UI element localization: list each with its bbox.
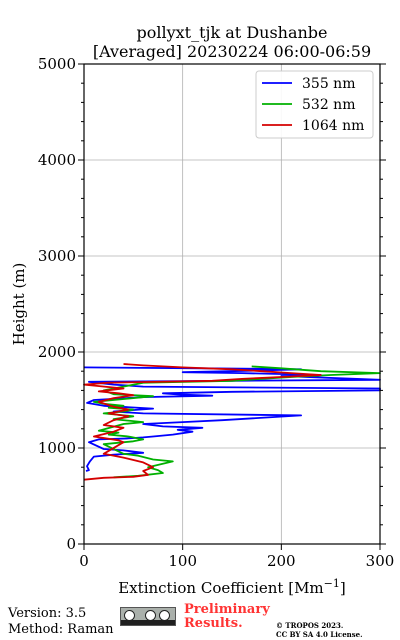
x-tick-label: 0: [79, 552, 89, 570]
y-tick-label: 5000: [38, 55, 76, 73]
y-tick-label: 3000: [38, 247, 76, 265]
license-line1: © TROPOS 2023.: [276, 621, 344, 630]
cc-by-sa-license-badge: [120, 607, 176, 626]
legend-label-1064: 1064 nm: [302, 118, 364, 134]
y-tick-label: 2000: [38, 343, 76, 361]
y-axis-label: Height (m): [10, 263, 28, 346]
series-line-532-nm: [93, 365, 381, 479]
x-axis-label: Extinction Coefficient [Mm−1]: [118, 577, 345, 597]
x-axis-label-main: Extinction Coefficient [Mm: [118, 579, 323, 597]
preliminary-line1: Preliminary: [184, 602, 270, 617]
axis-ticks: [78, 63, 386, 550]
preliminary-line2: Results.: [184, 616, 243, 631]
x-axis-label-close: ]: [340, 579, 346, 597]
chart-title-line2: [Averaged] 20230224 06:00-06:59: [93, 42, 371, 61]
legend: 355 nm 532 nm 1064 nm: [255, 70, 374, 139]
chart-title-line1: pollyxt_tjk at Dushanbe: [136, 23, 327, 42]
legend-box: [255, 70, 374, 139]
license-line2: CC BY SA 4.0 License.: [276, 630, 363, 639]
y-tick-label: 0: [66, 535, 76, 553]
x-tick-label: 200: [267, 552, 296, 570]
extinction-profile-chart: pollyxt_tjk at Dushanbe [Averaged] 20230…: [10, 23, 394, 597]
preliminary-results-notice: Preliminary Results.: [184, 603, 270, 631]
footer-info: Version: 3.5 Method: Raman: [8, 606, 114, 638]
grid-lines: [84, 64, 380, 544]
badge-strip: [121, 620, 175, 625]
x-tick-label: 300: [366, 552, 395, 570]
license-text: © TROPOS 2023. CC BY SA 4.0 License.: [276, 621, 363, 639]
y-tick-label: 1000: [38, 439, 76, 457]
plot-frame: [83, 63, 381, 545]
x-tick-labels: 0 100 200 300: [79, 552, 394, 570]
series-line-1064-nm: [83, 363, 322, 481]
version-text: Version: 3.5: [8, 606, 87, 621]
y-tick-labels: 0 1000 2000 3000 4000 5000: [38, 55, 76, 553]
legend-label-532: 532 nm: [302, 97, 355, 113]
legend-label-355: 355 nm: [302, 76, 355, 92]
x-tick-label: 100: [168, 552, 197, 570]
series-lines: [83, 363, 381, 481]
method-text: Method: Raman: [8, 622, 114, 637]
y-tick-label: 4000: [38, 151, 76, 169]
x-axis-label-exponent: −1: [324, 577, 340, 590]
